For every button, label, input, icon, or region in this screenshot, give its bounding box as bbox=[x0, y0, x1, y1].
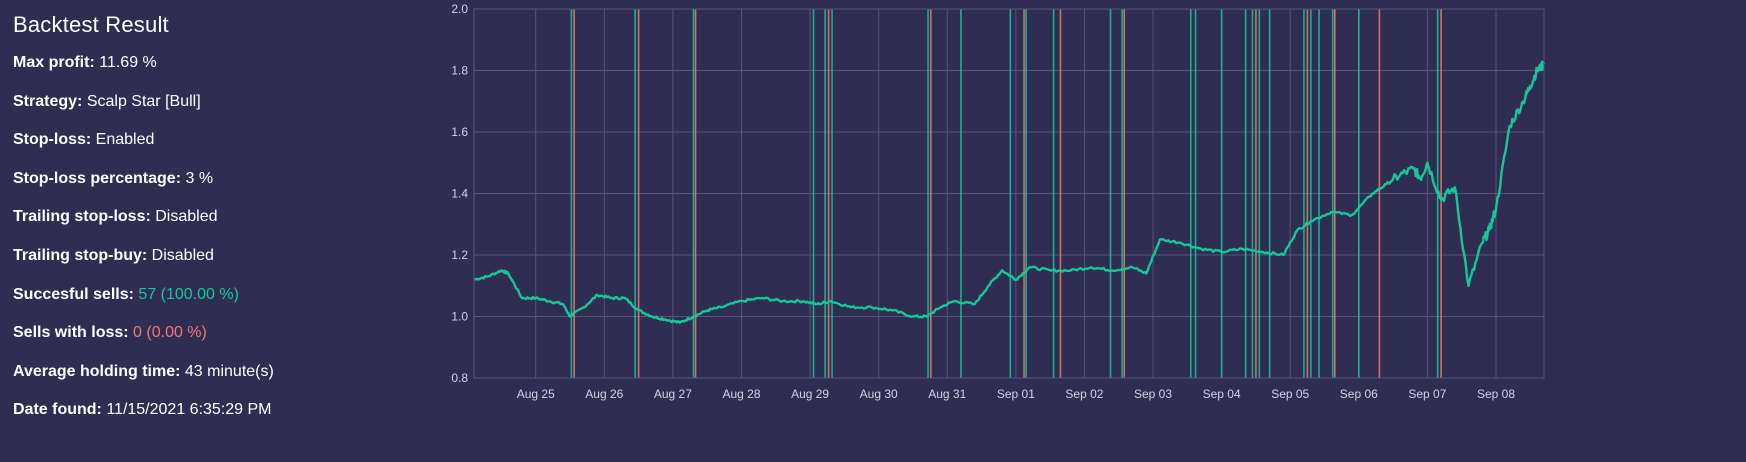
average-holding-time-row: Average holding time: 43 minute(s) bbox=[13, 362, 433, 401]
average-holding-time-label: Average holding time: bbox=[13, 362, 181, 380]
trailing-stop-loss-value: Disabled bbox=[155, 208, 218, 226]
x-tick-label: Aug 26 bbox=[585, 387, 623, 401]
date-found-label: Date found: bbox=[13, 401, 102, 419]
x-tick-label: Aug 31 bbox=[928, 387, 966, 401]
y-tick-label: 2.0 bbox=[451, 2, 468, 16]
y-tick-label: 1.6 bbox=[451, 125, 468, 139]
x-tick-label: Sep 05 bbox=[1271, 387, 1309, 401]
x-tick-label: Sep 03 bbox=[1134, 387, 1172, 401]
y-tick-label: 1.0 bbox=[451, 310, 468, 324]
trade-markers bbox=[570, 9, 1442, 378]
plot-border bbox=[473, 8, 1545, 379]
backtest-panel: Backtest Result Max profit: 11.69 % Stra… bbox=[13, 12, 433, 439]
panel-title: Backtest Result bbox=[13, 12, 169, 37]
successful-sells-label: Succesful sells: bbox=[13, 285, 134, 303]
x-tick-label: Aug 29 bbox=[791, 387, 829, 401]
stop-loss-percentage-row: Stop-loss percentage: 3 % bbox=[13, 169, 433, 208]
trailing-stop-loss-label: Trailing stop-loss: bbox=[13, 208, 151, 226]
stop-loss-row: Stop-loss: Enabled bbox=[13, 130, 433, 169]
price-line bbox=[473, 60, 1546, 324]
x-axis-ticks: Aug 25 Aug 26 Aug 27 Aug 28 Aug 29 Aug 30 Aug … bbox=[517, 387, 1516, 401]
x-tick-label: Aug 30 bbox=[860, 387, 898, 401]
stop-loss-percentage-label: Stop-loss percentage: bbox=[13, 169, 182, 187]
x-tick-label: Sep 01 bbox=[997, 387, 1035, 401]
plot-frame bbox=[473, 8, 1545, 379]
date-found-row: Date found: 11/15/2021 6:35:29 PM bbox=[13, 400, 433, 439]
successful-sells-row: Succesful sells: 57 (100.00 %) bbox=[13, 285, 433, 324]
y-tick-label: 1.2 bbox=[451, 248, 468, 262]
x-tick-label: Sep 07 bbox=[1408, 387, 1446, 401]
x-tick-label: Aug 27 bbox=[654, 387, 692, 401]
x-tick-label: Aug 25 bbox=[517, 387, 555, 401]
x-tick-label: Sep 08 bbox=[1477, 387, 1515, 401]
trailing-stop-buy-row: Trailing stop-buy: Disabled bbox=[13, 246, 433, 285]
x-tick-label: Aug 28 bbox=[722, 387, 760, 401]
y-tick-label: 1.4 bbox=[451, 187, 468, 201]
strategy-row: Strategy: Scalp Star [Bull] bbox=[13, 92, 433, 131]
sells-with-loss-row: Sells with loss: 0 (0.00 %) bbox=[13, 323, 433, 362]
price-line-layer bbox=[473, 60, 1546, 324]
stop-loss-value: Enabled bbox=[95, 131, 155, 149]
successful-sells-value: 57 (100.00 %) bbox=[138, 285, 239, 303]
y-tick-label: 0.8 bbox=[451, 371, 468, 385]
y-tick-label: 1.8 bbox=[451, 64, 468, 78]
x-tick-label: Sep 04 bbox=[1203, 387, 1241, 401]
sells-with-loss-label: Sells with loss: bbox=[13, 324, 129, 342]
stop-loss-percentage-value: 3 % bbox=[185, 169, 214, 187]
date-found-value: 11/15/2021 6:35:29 PM bbox=[106, 401, 272, 419]
x-tick-label: Sep 06 bbox=[1340, 387, 1378, 401]
max-profit-value: 11.69 % bbox=[99, 54, 157, 71]
strategy-value: Scalp Star [Bull] bbox=[86, 92, 201, 110]
average-holding-time-value: 43 minute(s) bbox=[184, 362, 274, 380]
max-profit-label: Max profit: bbox=[13, 54, 95, 71]
trailing-stop-buy-value: Disabled bbox=[151, 246, 214, 264]
stop-loss-label: Stop-loss: bbox=[13, 131, 92, 149]
x-tick-label: Sep 02 bbox=[1065, 387, 1103, 401]
sells-with-loss-value: 0 (0.00 %) bbox=[133, 324, 207, 342]
y-axis-ticks: 0.8 1.0 1.2 1.4 1.6 1.8 2.0 bbox=[451, 2, 468, 385]
max-profit-row: Max profit: 11.69 % bbox=[13, 53, 433, 92]
strategy-label: Strategy: bbox=[13, 92, 83, 110]
trailing-stop-buy-label: Trailing stop-buy: bbox=[13, 246, 148, 264]
trailing-stop-loss-row: Trailing stop-loss: Disabled bbox=[13, 207, 433, 246]
